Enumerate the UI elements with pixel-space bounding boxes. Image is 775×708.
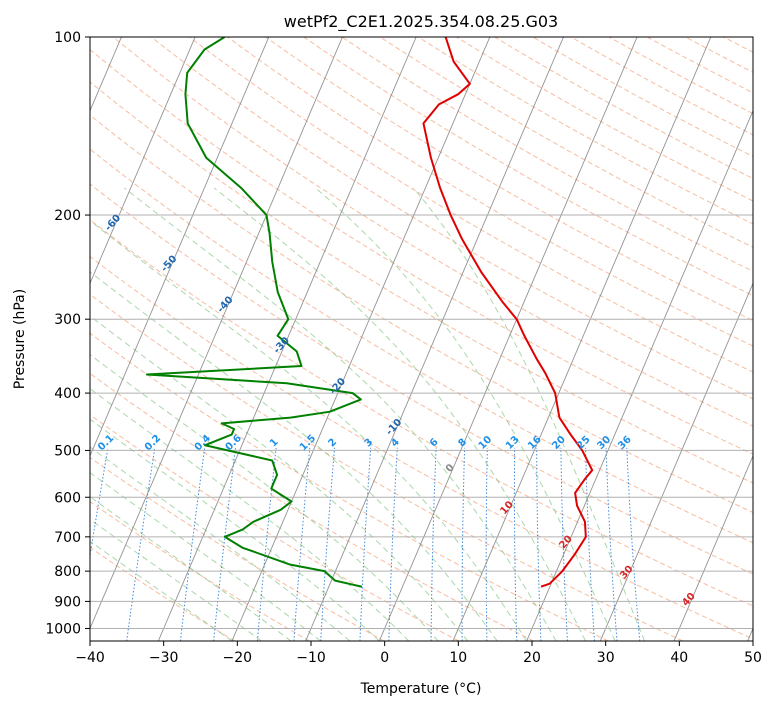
- mixing-ratio-line: [388, 447, 398, 641]
- moist-adiabat-line: [90, 418, 380, 641]
- x-tick-label: −20: [223, 650, 253, 666]
- dry-adiabat-line: [341, 37, 753, 272]
- mixing-ratio-line: [293, 447, 311, 641]
- mixing-ratio-line: [213, 447, 237, 641]
- x-tick-label: 0: [380, 650, 389, 666]
- dry-adiabat-line: [90, 81, 753, 484]
- mixing-ratio-line: [359, 447, 372, 641]
- mixing-ratio-line: [585, 447, 596, 641]
- y-tick-label: 1000: [45, 622, 81, 638]
- mixing-ratio-line: [560, 447, 568, 641]
- moist-adiabat-line: [90, 446, 351, 641]
- y-tick-label: 500: [54, 443, 81, 459]
- mixing-ratio-line: [320, 447, 336, 641]
- dry-adiabat-line: [90, 48, 753, 455]
- isotherm-line: [90, 37, 343, 630]
- x-tick-label: −40: [75, 650, 105, 666]
- temperature-profile-line: [422, 37, 594, 588]
- isotherm-line: [90, 37, 270, 458]
- y-tick-label: 200: [54, 208, 81, 224]
- background-lines: [90, 37, 753, 641]
- dry-adiabat-line: [90, 183, 753, 575]
- mixing-ratio-line: [126, 447, 156, 641]
- y-tick-label: 400: [54, 386, 81, 402]
- mixing-ratio-line: [485, 447, 488, 641]
- dry-adiabat-line: [90, 293, 684, 641]
- chart-title: wetPf2_C2E1.2025.354.08.25.G03: [284, 12, 558, 32]
- dry-adiabat-line: [90, 372, 534, 641]
- y-tick-label: 300: [54, 312, 81, 328]
- y-axis-label: Pressure (hPa): [12, 289, 28, 389]
- dry-adiabat-line: [456, 37, 753, 202]
- y-tick-label: 900: [54, 594, 81, 610]
- y-tick-label: 600: [54, 490, 81, 506]
- x-tick-label: 20: [523, 650, 541, 666]
- dry-adiabat-line: [90, 114, 753, 514]
- axis-ticks: −40 −30 −20 −10 0 10 20 30 40 50 100 200 300 400 500 60…: [45, 30, 762, 666]
- mixing-ratio-line: [430, 447, 437, 641]
- plot-frame: [89, 36, 754, 642]
- isotherm-line: [378, 37, 638, 641]
- mixing-ratio-line: [256, 447, 277, 641]
- x-tick-label: 30: [597, 650, 615, 666]
- x-axis-label: Temperature (°C): [360, 681, 482, 697]
- isotherm-line: [305, 37, 564, 641]
- mixing-ratio-line: [179, 447, 206, 641]
- mixing-ratio-line: [605, 447, 618, 641]
- moist-adiabat-line: [90, 271, 498, 641]
- mixing-ratio-line: [461, 447, 466, 641]
- x-tick-label: 40: [670, 650, 688, 666]
- isotherm-line: [231, 37, 491, 641]
- dry-adiabat-line: [90, 332, 609, 641]
- moist-adiabat-line: [90, 315, 469, 641]
- moist-adiabat-line: [213, 187, 587, 641]
- dry-adiabat-line: [189, 37, 753, 373]
- y-tick-label: 800: [54, 564, 81, 580]
- mixing-ratio-line: [536, 447, 542, 641]
- isotherm-line: [90, 37, 196, 285]
- moist-adiabat-line: [124, 187, 557, 641]
- isotherm-line: [157, 37, 417, 641]
- dry-adiabat-line: [150, 37, 753, 400]
- pressure-grid: [90, 37, 753, 629]
- x-tick-label: 50: [744, 650, 762, 666]
- x-tick-label: −10: [296, 650, 326, 666]
- isotherm-line: [452, 37, 712, 641]
- moist-adiabat-line: [90, 518, 262, 641]
- isotherm-line: [526, 109, 753, 641]
- y-tick-label: 700: [54, 530, 81, 546]
- dry-adiabat-line: [303, 37, 753, 297]
- dewpoint-profile-line: [145, 37, 363, 588]
- moist-adiabat-line: [90, 388, 410, 641]
- series-layer: [145, 37, 594, 588]
- dry-adiabat-line: [227, 37, 753, 347]
- moist-adiabat-line: [90, 219, 528, 641]
- dry-adiabat-line: [112, 37, 753, 427]
- dry-adiabat-line: [90, 219, 753, 607]
- moist-adiabat-line: [90, 496, 292, 641]
- moist-adiabat-line: [90, 472, 321, 641]
- dry-adiabat-line: [90, 255, 753, 640]
- x-tick-label: 10: [449, 650, 467, 666]
- y-tick-label: 100: [54, 30, 81, 46]
- isotherm-line: [599, 282, 753, 641]
- plot-area: 0.10.20.40.611.52346810131620253036-100-…: [90, 37, 753, 641]
- x-tick-label: −30: [149, 650, 179, 666]
- moist-adiabat-line: [315, 187, 616, 641]
- mixing-ratio-line: [513, 447, 518, 641]
- dry-adiabat-line: [418, 37, 753, 225]
- mixing-ratio-line: [626, 447, 641, 641]
- isotherm-line: [673, 454, 753, 641]
- moist-adiabat-line: [413, 187, 645, 641]
